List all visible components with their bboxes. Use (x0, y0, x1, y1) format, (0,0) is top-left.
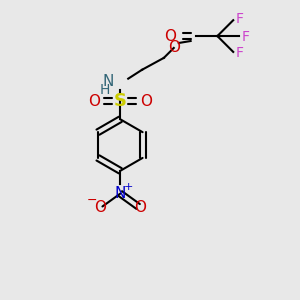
Text: S: S (114, 92, 127, 110)
Text: +: + (124, 182, 133, 192)
Text: O: O (88, 94, 101, 109)
Text: O: O (168, 40, 180, 56)
Text: F: F (241, 30, 249, 44)
Text: F: F (235, 12, 243, 26)
Text: F: F (235, 46, 243, 60)
Text: O: O (134, 200, 146, 215)
Text: N: N (103, 74, 114, 89)
Text: O: O (94, 200, 106, 215)
Text: −: − (86, 194, 97, 207)
Text: O: O (140, 94, 152, 109)
Text: N: N (115, 186, 126, 201)
Text: O: O (164, 28, 176, 44)
Text: H: H (99, 82, 110, 97)
